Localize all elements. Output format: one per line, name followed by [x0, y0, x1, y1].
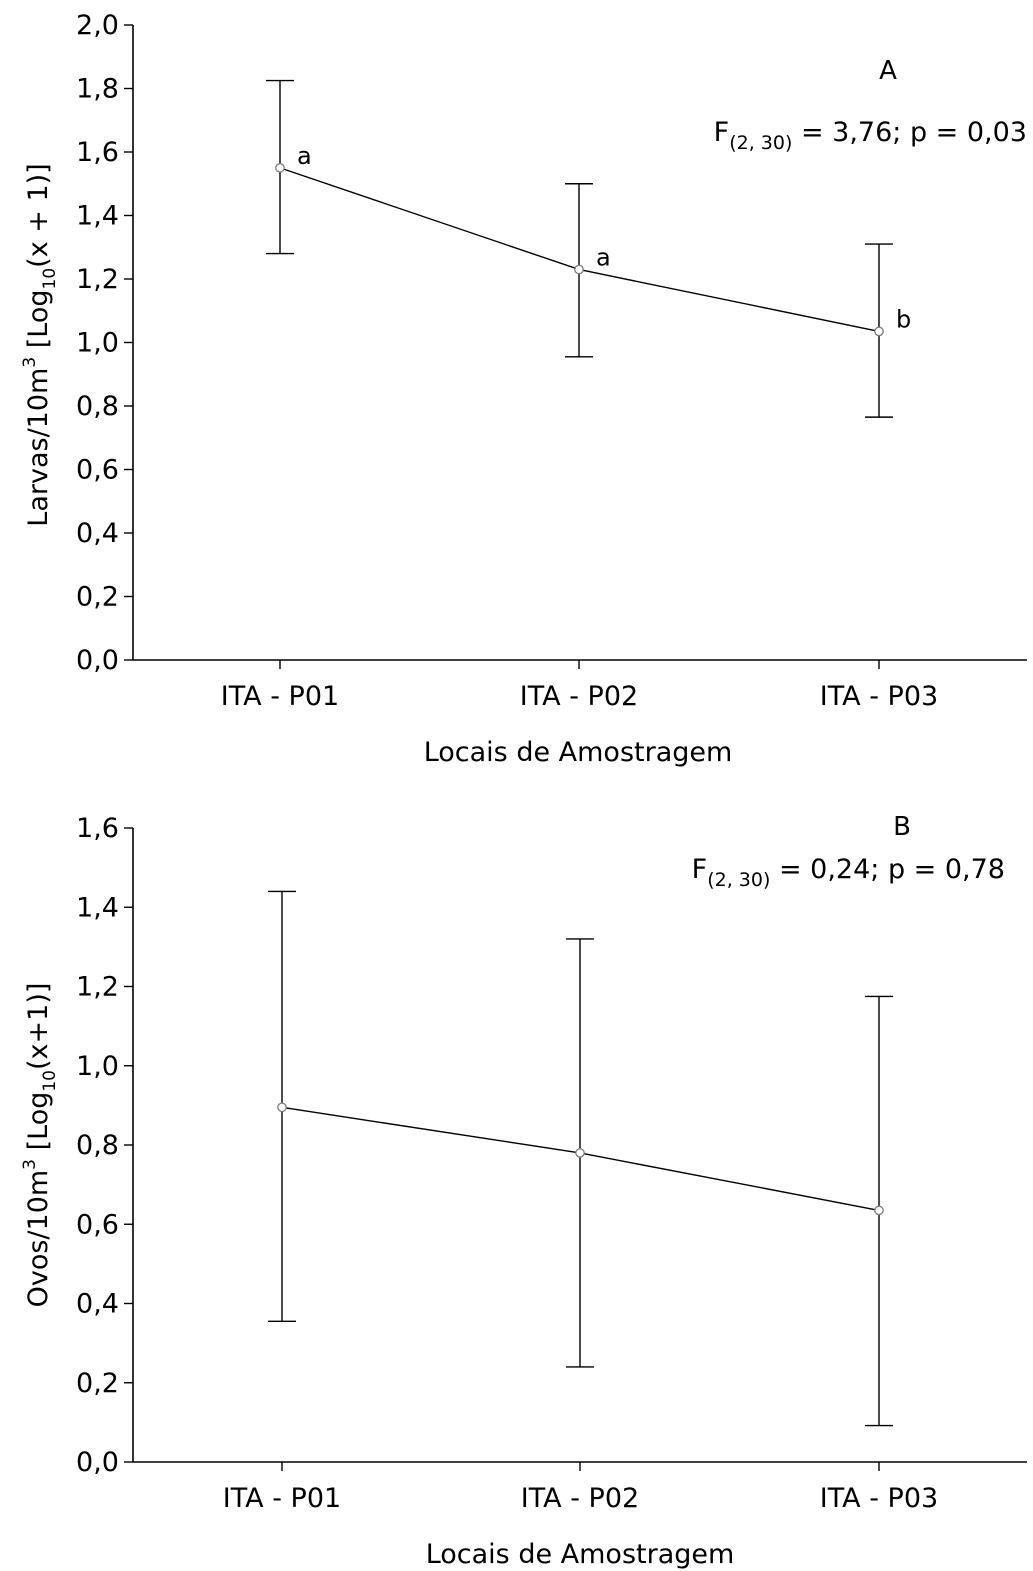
panel-a-chart: 0,0 0,2 0,4 0,6 0,8 1,0 1,2 1,4 1,6 1,8 2,0 ITA - P…: [20, 10, 1027, 768]
panel-b-marks: 0,0 0,2 0,4 0,6 0,8 1,0 1,2 1,4 1,6 ITA - P01 ITA …: [76, 813, 1027, 1514]
panel-a-x-tick-label: ITA - P03: [820, 681, 938, 712]
panel-b-data-point: [575, 1148, 585, 1158]
panel-a-x-axis-label: Locais de Amostragem: [424, 737, 733, 768]
panel-b-y-tick-label: 0,4: [76, 1289, 119, 1320]
panel-a-significance-label: a: [297, 142, 312, 170]
panel-a-x-tick-label: ITA - P02: [520, 681, 638, 712]
panel-a-y-tick-label: 1,2: [76, 264, 119, 295]
panel-a-data-point: [874, 326, 884, 337]
panel-b-data-point: [277, 1102, 287, 1113]
panel-b-y-tick-label: 0,2: [76, 1368, 119, 1399]
panel-a-stat: F(2, 30) = 3,76; p = 0,03: [714, 117, 1027, 154]
panel-a-y-tick-label: 0,0: [76, 645, 119, 676]
panel-b-x-tick-label: ITA - P03: [820, 1483, 938, 1514]
panel-a-marks: 0,0 0,2 0,4 0,6 0,8 1,0 1,2 1,4 1,6 1,8 2,0 ITA - P…: [76, 10, 1027, 712]
panel-b-letter: B: [893, 812, 911, 842]
panel-a-y-tick-label: 0,2: [76, 582, 119, 613]
panel-a-y-tick-label: 1,8: [76, 74, 119, 105]
panel-b-y-tick-label: 1,4: [76, 892, 119, 923]
panel-b-y-tick-label: 1,0: [76, 1051, 119, 1082]
panel-b-y-axis-label: Ovos/10m3 [Log10(x+1)]: [20, 983, 60, 1308]
panel-b-y-tick-label: 0,0: [76, 1447, 119, 1478]
panel-b-y-tick-label: 0,6: [76, 1209, 119, 1240]
panel-a-y-tick-label: 0,4: [76, 518, 119, 549]
panel-a-y-tick-label: 0,6: [76, 455, 119, 486]
panel-b-x-axis-label: Locais de Amostragem: [426, 1539, 735, 1570]
panel-b-x-tick-label: ITA - P02: [521, 1483, 639, 1514]
panel-a-letter: A: [879, 56, 897, 86]
panel-a-y-tick-label: 1,0: [76, 328, 119, 359]
panel-b-y-tick-label: 0,8: [76, 1130, 119, 1161]
panel-a-y-axis-label: Larvas/10m3 [Log10(x + 1)]: [20, 163, 60, 526]
panel-a-y-tick-label: 1,4: [76, 201, 119, 232]
panel-a-data-point: [275, 163, 285, 173]
panel-b-y-tick-label: 1,6: [76, 813, 119, 844]
panel-a-x-tick-label: ITA - P01: [221, 681, 339, 712]
panel-a-y-tick-label: 0,8: [76, 391, 119, 422]
panel-b-chart: 0,0 0,2 0,4 0,6 0,8 1,0 1,2 1,4 1,6 ITA - P01 ITA …: [20, 812, 1027, 1570]
panel-b-x-tick-label: ITA - P01: [223, 1483, 341, 1514]
panel-b-stat: F(2, 30) = 0,24; p = 0,78: [692, 854, 1005, 891]
panel-b-data-point: [874, 1205, 884, 1216]
panel-a-significance-label: a: [596, 243, 611, 271]
panel-a-y-tick-label: 1,6: [76, 137, 119, 168]
panel-a-significance-label: b: [896, 305, 911, 333]
panel-a-y-tick-label: 2,0: [76, 10, 119, 41]
panel-a-data-point: [574, 264, 584, 275]
panel-b-y-tick-label: 1,2: [76, 972, 119, 1003]
